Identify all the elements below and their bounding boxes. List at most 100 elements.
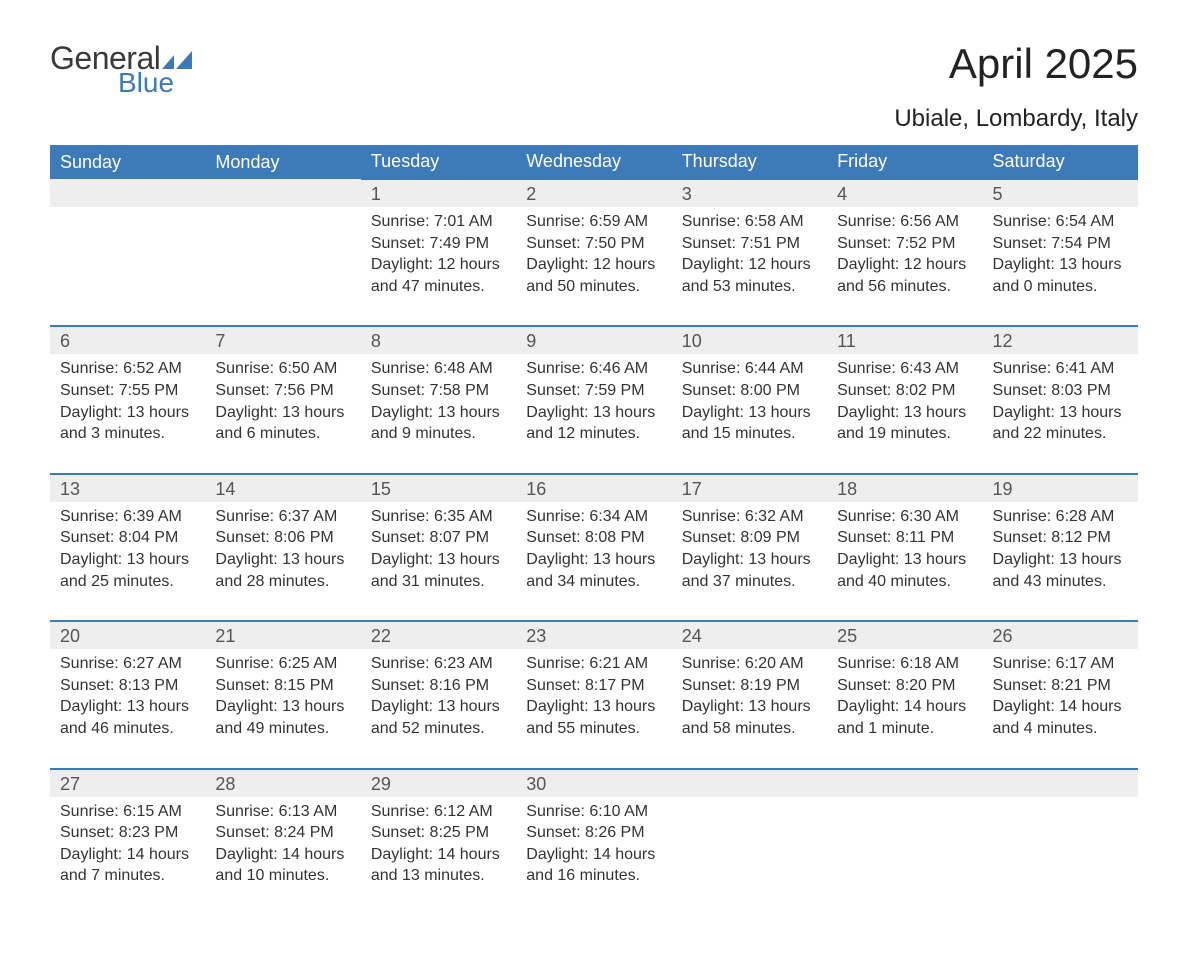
sunrise-text: Sunrise: 6:43 AM bbox=[837, 358, 972, 380]
day-number: 13 bbox=[60, 479, 80, 499]
day-number-row: 20212223242526 bbox=[50, 621, 1138, 649]
sunset-text: Sunset: 8:23 PM bbox=[60, 822, 195, 844]
logo: General Blue bbox=[50, 40, 192, 99]
day-number-row: 13141516171819 bbox=[50, 474, 1138, 502]
day-number: 2 bbox=[526, 184, 536, 204]
sunset-text: Sunset: 7:50 PM bbox=[526, 233, 661, 255]
day-detail-cell: Sunrise: 6:48 AMSunset: 7:58 PMDaylight:… bbox=[361, 354, 516, 473]
day-detail-row: Sunrise: 6:15 AMSunset: 8:23 PMDaylight:… bbox=[50, 797, 1138, 915]
day-detail-row: Sunrise: 6:52 AMSunset: 7:55 PMDaylight:… bbox=[50, 354, 1138, 473]
sunrise-text: Sunrise: 6:30 AM bbox=[837, 506, 972, 528]
day-number-cell: 13 bbox=[50, 474, 205, 502]
daylight-text: Daylight: 13 hours bbox=[60, 549, 195, 571]
daylight-text: Daylight: 12 hours bbox=[682, 254, 817, 276]
sunset-text: Sunset: 8:12 PM bbox=[993, 527, 1128, 549]
day-detail-row: Sunrise: 6:27 AMSunset: 8:13 PMDaylight:… bbox=[50, 649, 1138, 768]
day-detail-cell: Sunrise: 6:12 AMSunset: 8:25 PMDaylight:… bbox=[361, 797, 516, 915]
day-number-cell bbox=[50, 179, 205, 207]
day-detail-cell: Sunrise: 6:58 AMSunset: 7:51 PMDaylight:… bbox=[672, 207, 827, 326]
day-number-cell: 1 bbox=[361, 179, 516, 207]
sunset-text: Sunset: 8:25 PM bbox=[371, 822, 506, 844]
weekday-header: Tuesday bbox=[361, 145, 516, 179]
sunrise-text: Sunrise: 6:12 AM bbox=[371, 801, 506, 823]
daylight-text: Daylight: 14 hours bbox=[837, 696, 972, 718]
sunset-text: Sunset: 8:20 PM bbox=[837, 675, 972, 697]
day-number-cell: 30 bbox=[516, 769, 671, 797]
day-number-row: 12345 bbox=[50, 179, 1138, 207]
daylight-text: Daylight: 13 hours bbox=[682, 696, 817, 718]
daylight-text: and 16 minutes. bbox=[526, 865, 661, 887]
sunrise-text: Sunrise: 6:50 AM bbox=[215, 358, 350, 380]
sunset-text: Sunset: 8:06 PM bbox=[215, 527, 350, 549]
day-number-cell: 9 bbox=[516, 326, 671, 354]
day-number: 14 bbox=[215, 479, 235, 499]
sunrise-text: Sunrise: 6:41 AM bbox=[993, 358, 1128, 380]
sunset-text: Sunset: 8:09 PM bbox=[682, 527, 817, 549]
daylight-text: Daylight: 14 hours bbox=[526, 844, 661, 866]
day-number: 10 bbox=[682, 331, 702, 351]
sunrise-text: Sunrise: 6:58 AM bbox=[682, 211, 817, 233]
header: General Blue April 2025 bbox=[50, 40, 1138, 99]
daylight-text: and 28 minutes. bbox=[215, 571, 350, 593]
daylight-text: and 34 minutes. bbox=[526, 571, 661, 593]
weekday-header: Sunday bbox=[50, 145, 205, 179]
daylight-text: and 22 minutes. bbox=[993, 423, 1128, 445]
daylight-text: and 56 minutes. bbox=[837, 276, 972, 298]
day-number-cell: 17 bbox=[672, 474, 827, 502]
daylight-text: and 52 minutes. bbox=[371, 718, 506, 740]
daylight-text: Daylight: 13 hours bbox=[837, 402, 972, 424]
day-detail-cell: Sunrise: 6:10 AMSunset: 8:26 PMDaylight:… bbox=[516, 797, 671, 915]
day-detail-cell: Sunrise: 6:15 AMSunset: 8:23 PMDaylight:… bbox=[50, 797, 205, 915]
location-text: Ubiale, Lombardy, Italy bbox=[50, 105, 1138, 133]
sunset-text: Sunset: 7:56 PM bbox=[215, 380, 350, 402]
day-number-cell: 14 bbox=[205, 474, 360, 502]
daylight-text: and 1 minute. bbox=[837, 718, 972, 740]
daylight-text: Daylight: 13 hours bbox=[215, 402, 350, 424]
sunrise-text: Sunrise: 6:18 AM bbox=[837, 653, 972, 675]
day-number: 23 bbox=[526, 626, 546, 646]
daylight-text: and 58 minutes. bbox=[682, 718, 817, 740]
day-number-cell: 2 bbox=[516, 179, 671, 207]
day-number-cell: 29 bbox=[361, 769, 516, 797]
daylight-text: and 31 minutes. bbox=[371, 571, 506, 593]
daylight-text: Daylight: 12 hours bbox=[526, 254, 661, 276]
daylight-text: Daylight: 13 hours bbox=[60, 402, 195, 424]
day-detail-cell: Sunrise: 6:56 AMSunset: 7:52 PMDaylight:… bbox=[827, 207, 982, 326]
sunrise-text: Sunrise: 6:48 AM bbox=[371, 358, 506, 380]
day-number: 20 bbox=[60, 626, 80, 646]
day-number-cell: 27 bbox=[50, 769, 205, 797]
sunrise-text: Sunrise: 6:35 AM bbox=[371, 506, 506, 528]
sunrise-text: Sunrise: 6:20 AM bbox=[682, 653, 817, 675]
sunrise-text: Sunrise: 6:13 AM bbox=[215, 801, 350, 823]
sunrise-text: Sunrise: 6:54 AM bbox=[993, 211, 1128, 233]
daylight-text: and 7 minutes. bbox=[60, 865, 195, 887]
daylight-text: Daylight: 13 hours bbox=[682, 402, 817, 424]
sunrise-text: Sunrise: 6:25 AM bbox=[215, 653, 350, 675]
sunset-text: Sunset: 7:58 PM bbox=[371, 380, 506, 402]
daylight-text: Daylight: 13 hours bbox=[526, 549, 661, 571]
day-number: 18 bbox=[837, 479, 857, 499]
day-number-cell: 7 bbox=[205, 326, 360, 354]
day-detail-cell: Sunrise: 6:41 AMSunset: 8:03 PMDaylight:… bbox=[983, 354, 1138, 473]
daylight-text: Daylight: 14 hours bbox=[371, 844, 506, 866]
day-detail-cell bbox=[672, 797, 827, 915]
day-number: 16 bbox=[526, 479, 546, 499]
daylight-text: and 37 minutes. bbox=[682, 571, 817, 593]
sunset-text: Sunset: 8:17 PM bbox=[526, 675, 661, 697]
day-number: 8 bbox=[371, 331, 381, 351]
day-detail-cell: Sunrise: 6:44 AMSunset: 8:00 PMDaylight:… bbox=[672, 354, 827, 473]
day-number-cell: 10 bbox=[672, 326, 827, 354]
day-number-row: 27282930 bbox=[50, 769, 1138, 797]
day-number: 17 bbox=[682, 479, 702, 499]
day-number-row: 6789101112 bbox=[50, 326, 1138, 354]
daylight-text: Daylight: 14 hours bbox=[60, 844, 195, 866]
day-number: 6 bbox=[60, 331, 70, 351]
day-number-cell: 11 bbox=[827, 326, 982, 354]
day-number: 5 bbox=[993, 184, 1003, 204]
sunset-text: Sunset: 8:07 PM bbox=[371, 527, 506, 549]
weekday-header-row: Sunday Monday Tuesday Wednesday Thursday… bbox=[50, 145, 1138, 179]
sunset-text: Sunset: 8:03 PM bbox=[993, 380, 1128, 402]
daylight-text: Daylight: 13 hours bbox=[215, 696, 350, 718]
daylight-text: Daylight: 13 hours bbox=[993, 254, 1128, 276]
sunset-text: Sunset: 8:24 PM bbox=[215, 822, 350, 844]
